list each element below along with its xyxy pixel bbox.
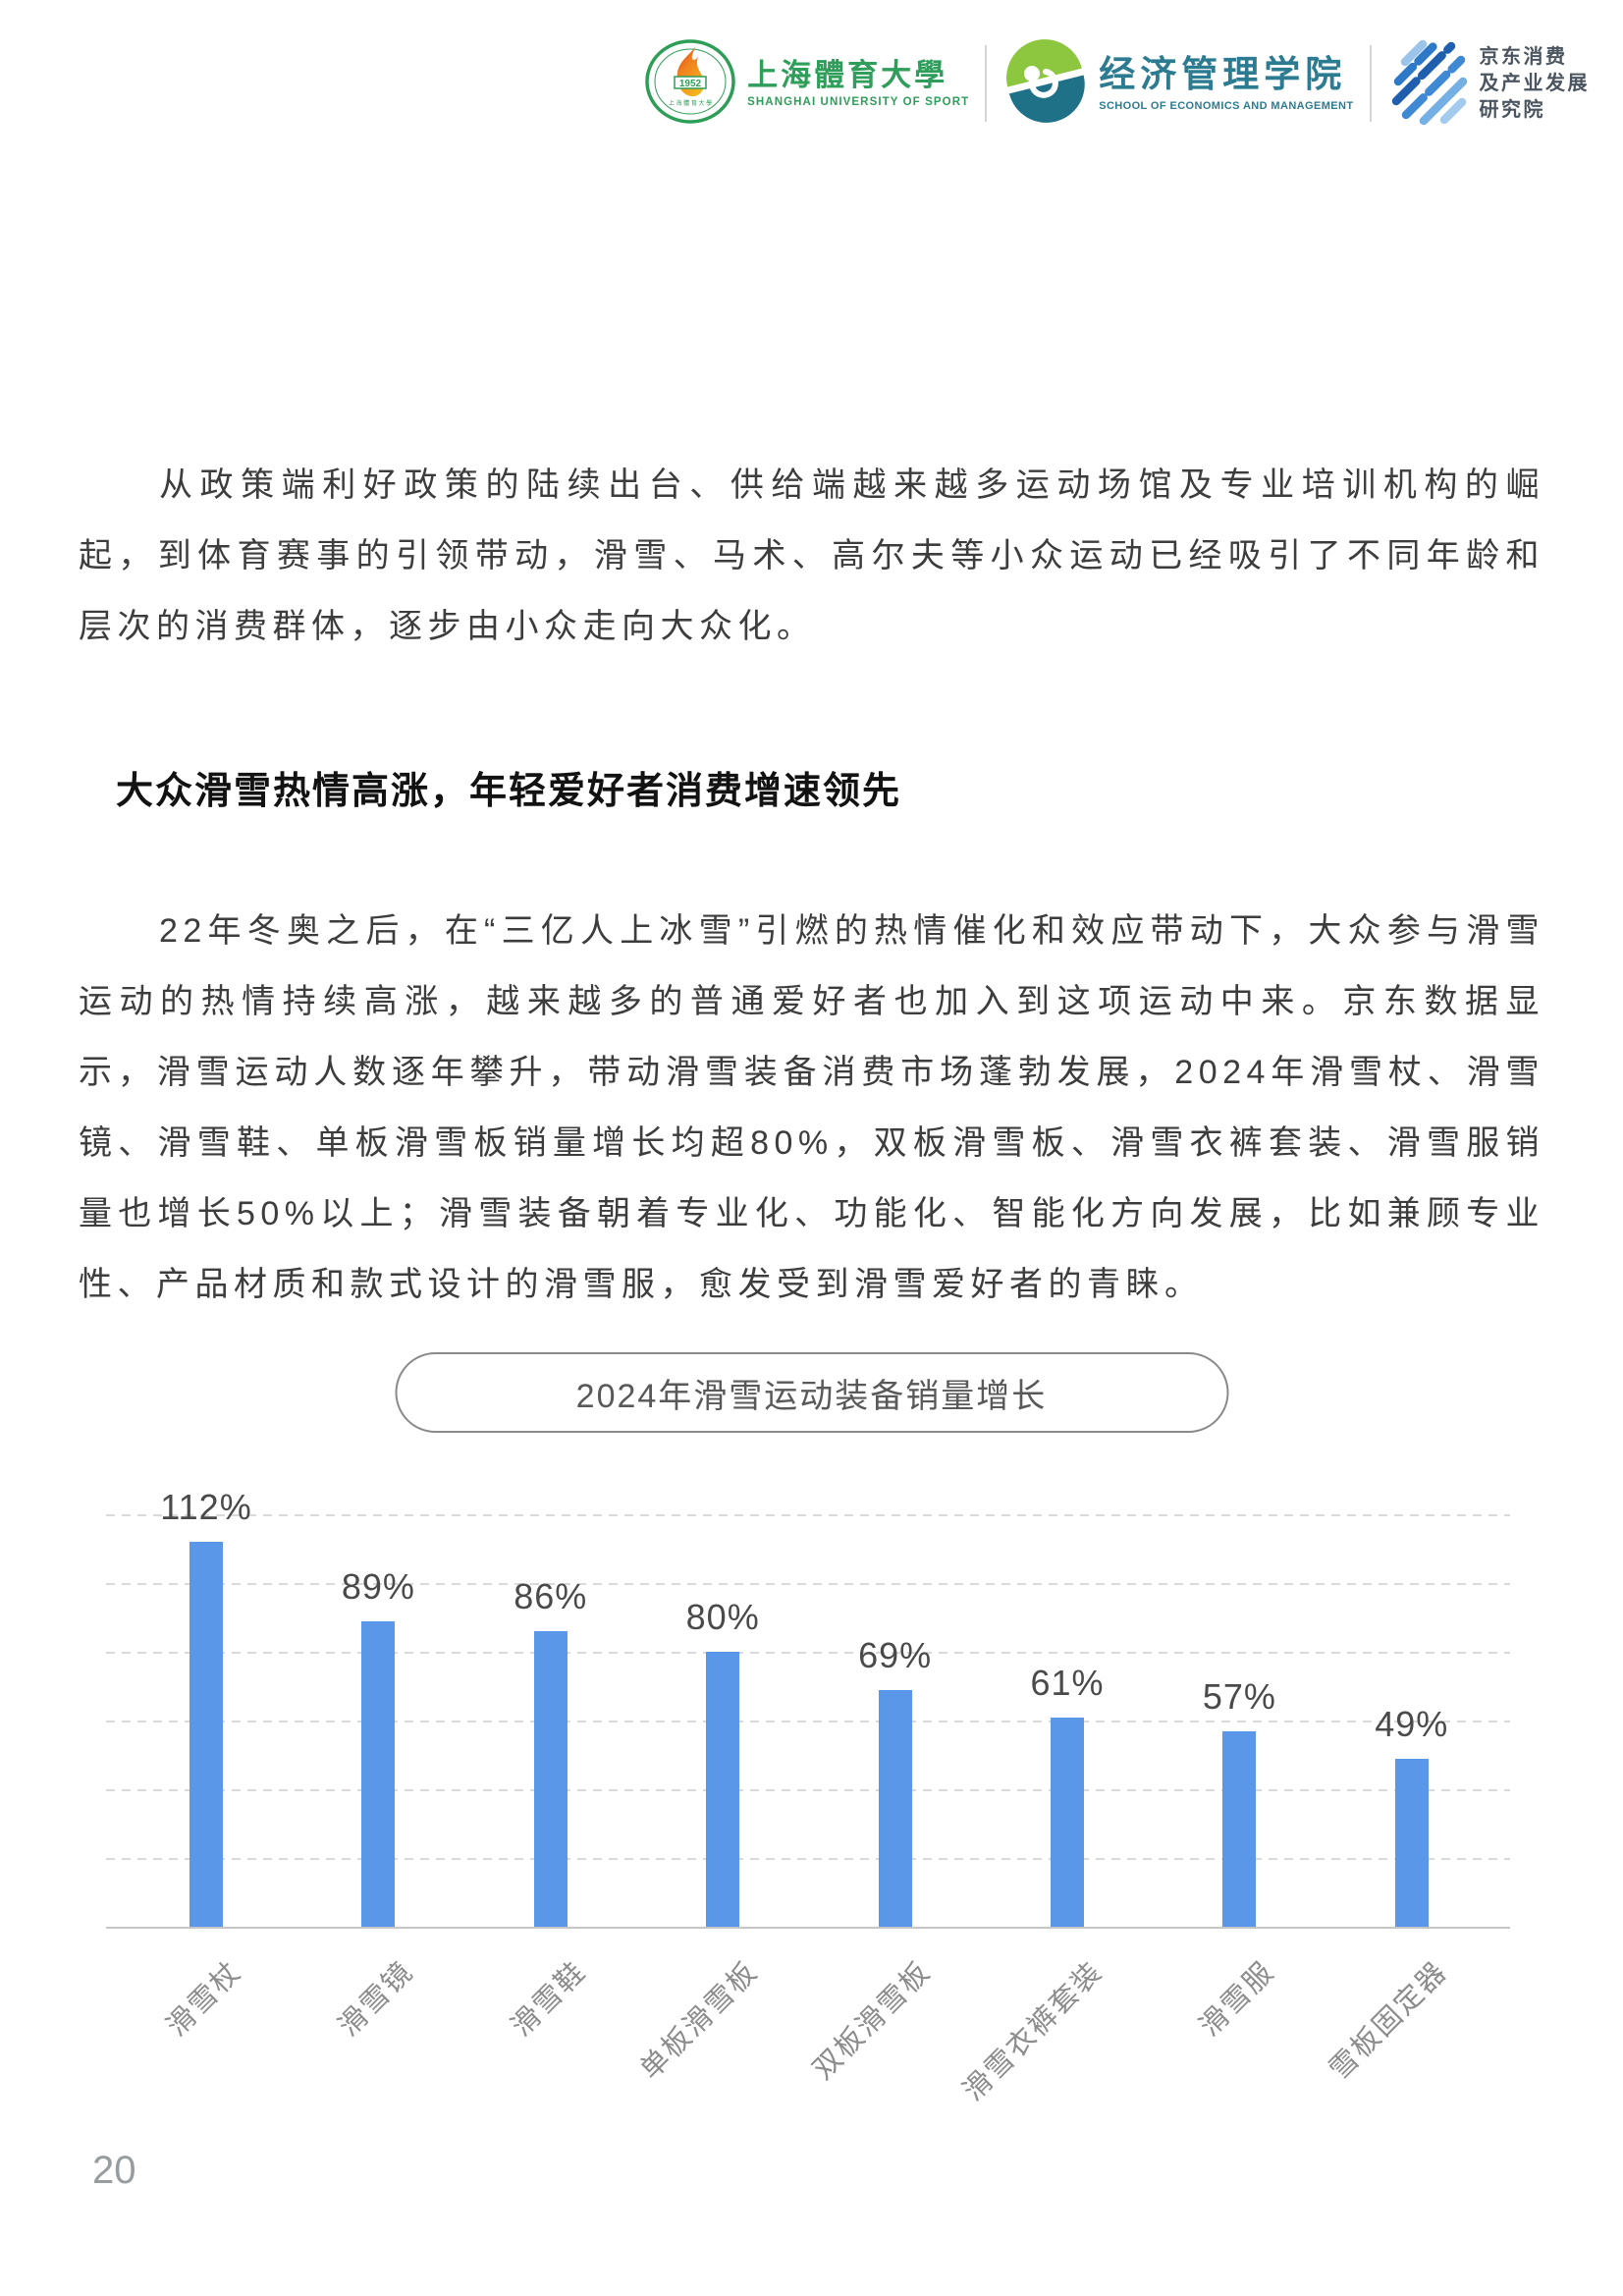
bar-value-label: 57% [1202,1675,1276,1717]
chart-title-pill: 2024年滑雪运动装备销量增长 [395,1352,1228,1433]
bar-雪板固定器 [1394,1758,1429,1927]
bar-value-label: 69% [858,1634,933,1675]
x-axis-label: 单板滑雪板 [634,1955,765,2086]
gridline [106,1652,1510,1654]
header-divider [1369,45,1372,122]
x-axis-label: 滑雪镜 [333,1955,420,2044]
svg-text:1952: 1952 [679,79,702,89]
gridline [106,1514,1510,1516]
bar-滑雪衣裤套装 [1051,1717,1084,1927]
economics-school-name-zh: 经济管理学院 [1099,54,1347,95]
logo-school-of-economics: 经济管理学院 SCHOOL OF ECONOMICS AND MANAGEMEN… [1002,38,1353,130]
bar-滑雪鞋 [533,1631,568,1927]
jd-institute-stripes-icon [1387,35,1470,133]
jd-institute-line2: 及产业发展 [1479,72,1590,94]
bar-单板滑雪板 [706,1652,740,1927]
svg-text:上 海 體 育 大 學: 上 海 體 育 大 學 [669,99,712,107]
section-heading: 大众滑雪热情高涨，年轻爱好者消费增速领先 [116,770,902,812]
bar-双板滑雪板 [878,1689,912,1927]
bar-value-label: 61% [1030,1662,1105,1703]
bar-chart: 112% 滑雪杖 89% 滑雪镜 86% 滑雪鞋 80% 单板滑雪板 69% 双板滑雪板 61% 滑雪… [0,1473,1623,2160]
logo-shanghai-university-of-sport: 1952 上 海 體 育 大 學 上海體育大學 SHANGHAI UNIVERS… [643,36,969,132]
x-axis-label: 雪板固定器 [1323,1955,1454,2086]
bar-滑雪服 [1222,1730,1257,1927]
body-paragraph: 22年冬奥之后，在“三亿人上冰雪”引燃的热情催化和效应带动下，大众参与滑雪运动的… [79,912,1544,1303]
jd-institute-line1: 京东消费 [1479,45,1568,68]
bar-value-label: 89% [341,1565,415,1607]
university-name-en: SHANGHAI UNIVERSITY OF SPORT [747,96,970,109]
page-number: 20 [92,2149,136,2192]
economics-school-emblem-icon [1002,38,1089,130]
university-name-zh: 上海體育大學 [747,57,948,92]
gridline [106,1789,1510,1791]
page-header: 1952 上 海 體 育 大 學 上海體育大學 SHANGHAI UNIVERS… [643,29,1590,137]
bar-value-label: 80% [685,1597,760,1637]
x-axis-label: 滑雪杖 [160,1955,248,2044]
gridline [106,1858,1510,1860]
jd-institute-line3: 研究院 [1479,98,1545,121]
bar-value-label: 112% [160,1487,252,1527]
gridline [106,1583,1510,1585]
university-emblem-icon: 1952 上 海 體 育 大 學 [643,36,737,132]
economics-school-name-en: SCHOOL OF ECONOMICS AND MANAGEMENT [1099,99,1354,112]
intro-paragraph: 从政策端利好政策的陆续出台、供给端越来越多运动场馆及专业培训机构的崛起，到体育赛… [79,466,1544,645]
bar-滑雪杖 [189,1542,223,1927]
x-axis-line [106,1927,1510,1929]
x-axis-label: 滑雪服 [1194,1955,1281,2044]
chart-title: 2024年滑雪运动装备销量增长 [575,1377,1048,1415]
x-axis-label: 双板滑雪板 [806,1955,937,2086]
x-axis-label: 滑雪鞋 [505,1955,593,2044]
header-divider [985,45,988,122]
logo-jd-institute: 京东消费 及产业发展 研究院 [1387,35,1591,133]
bar-value-label: 86% [514,1576,588,1616]
gridline [106,1721,1510,1722]
bar-滑雪镜 [361,1620,396,1927]
bar-value-label: 49% [1375,1703,1449,1744]
